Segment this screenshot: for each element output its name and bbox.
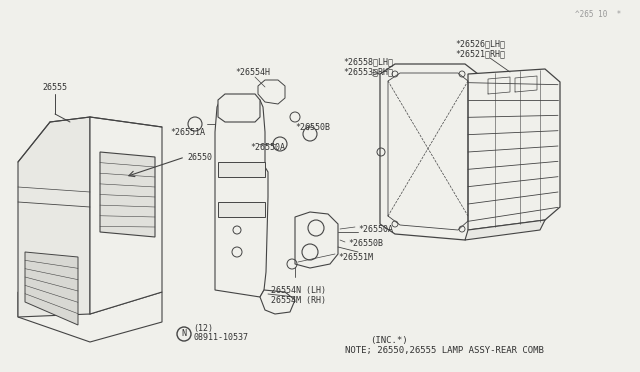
Polygon shape [380, 64, 478, 240]
Text: *26550A: *26550A [250, 142, 285, 151]
Polygon shape [465, 220, 545, 240]
Text: (INC.*): (INC.*) [370, 336, 408, 344]
Text: ^265 10  *: ^265 10 * [575, 10, 621, 19]
Text: *26521〈RH〉: *26521〈RH〉 [455, 49, 505, 58]
Polygon shape [215, 100, 268, 297]
Text: *26551A: *26551A [170, 128, 205, 137]
Polygon shape [218, 94, 260, 122]
Text: *26550A: *26550A [358, 224, 393, 234]
Text: 26550: 26550 [187, 153, 212, 161]
Text: 26554N (LH): 26554N (LH) [271, 285, 326, 295]
Text: *26550B: *26550B [295, 122, 330, 131]
Text: 26555: 26555 [42, 83, 67, 92]
Text: (12): (12) [193, 324, 213, 333]
Text: N: N [182, 330, 186, 339]
Text: 26554M (RH): 26554M (RH) [271, 295, 326, 305]
Text: *26526〈LH〉: *26526〈LH〉 [455, 39, 505, 48]
Polygon shape [468, 69, 560, 230]
Text: *26551M: *26551M [338, 253, 373, 262]
Polygon shape [258, 80, 285, 104]
Polygon shape [18, 292, 162, 342]
Polygon shape [90, 117, 162, 314]
Text: *26554H: *26554H [235, 67, 270, 77]
Text: 08911-10537: 08911-10537 [193, 333, 248, 341]
Text: NOTE; 26550,26555 LAMP ASSY-REAR COMB: NOTE; 26550,26555 LAMP ASSY-REAR COMB [345, 346, 544, 355]
Polygon shape [100, 152, 155, 237]
Polygon shape [18, 117, 90, 317]
Text: *26550B: *26550B [348, 240, 383, 248]
Text: *26553〈RH〉: *26553〈RH〉 [343, 67, 393, 77]
Polygon shape [218, 162, 265, 177]
Polygon shape [295, 212, 338, 268]
Text: *26558〈LH〉: *26558〈LH〉 [343, 58, 393, 67]
Polygon shape [25, 252, 78, 325]
Polygon shape [218, 202, 265, 217]
Polygon shape [260, 290, 295, 314]
